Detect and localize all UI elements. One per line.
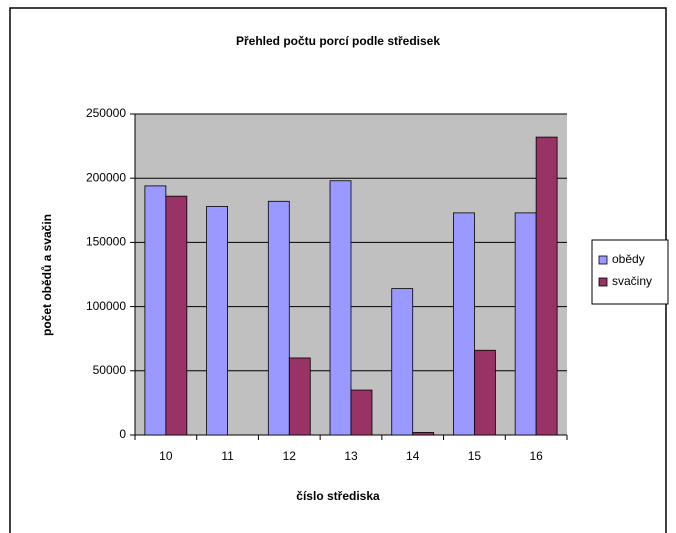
x-tick-label: 13 bbox=[344, 449, 358, 463]
bar bbox=[288, 357, 311, 436]
x-tick-label: 15 bbox=[468, 449, 482, 463]
bar bbox=[514, 212, 537, 436]
legend-swatch bbox=[598, 255, 608, 265]
x-tick-label: 10 bbox=[159, 449, 173, 463]
y-tick-label: 150000 bbox=[86, 235, 126, 249]
bar bbox=[350, 389, 373, 436]
x-tick-label: 12 bbox=[283, 449, 297, 463]
chart-title: Přehled počtu porcí podle středisek bbox=[236, 34, 440, 48]
y-tick-label: 50000 bbox=[93, 363, 127, 377]
x-axis-label: číslo střediska bbox=[296, 489, 380, 503]
bar bbox=[144, 185, 167, 436]
y-tick-label: 200000 bbox=[86, 170, 126, 184]
legend-label: svačiny bbox=[612, 274, 652, 288]
legend-label: obědy bbox=[612, 252, 645, 266]
bar bbox=[329, 180, 352, 436]
bar bbox=[206, 206, 228, 436]
y-tick-label: 100000 bbox=[86, 299, 126, 313]
bar bbox=[412, 432, 435, 436]
bar bbox=[267, 200, 290, 436]
x-tick-label: 14 bbox=[406, 449, 420, 463]
x-tick-label: 11 bbox=[221, 449, 234, 463]
legend-box bbox=[591, 239, 669, 305]
x-tick-label: 16 bbox=[529, 449, 543, 463]
y-axis-label: počet obědů a svačin bbox=[40, 214, 54, 336]
bar bbox=[474, 349, 496, 436]
y-tick-label: 250000 bbox=[86, 106, 126, 120]
y-tick-label: 0 bbox=[119, 427, 126, 441]
bar bbox=[535, 136, 558, 436]
bar bbox=[453, 212, 475, 436]
bar bbox=[391, 288, 414, 436]
bar bbox=[165, 195, 188, 436]
legend-swatch bbox=[598, 277, 608, 287]
